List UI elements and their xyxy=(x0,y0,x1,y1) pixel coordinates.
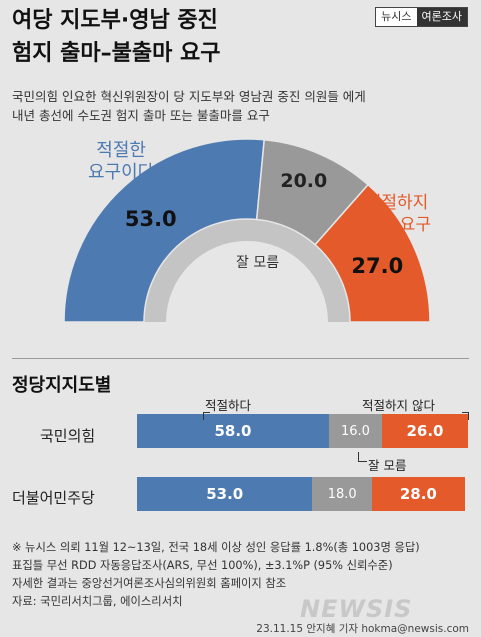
credit-line: 23.11.15 안지혜 기자 hokma@newsis.com xyxy=(256,623,469,635)
bar-dpk-neutral: 18.0 xyxy=(312,477,372,511)
bar-ppp-appropriate: 58.0 xyxy=(137,414,329,448)
intro-line-1: 국민의힘 인요한 혁신위원장이 당 지도부와 영남권 중진 의원들 에게 xyxy=(12,89,366,104)
legend-appropriate: 적절하다 xyxy=(205,398,252,413)
arc-shadow xyxy=(143,218,351,322)
bar-ppp-inappropriate-value: 26.0 xyxy=(406,422,444,440)
row-label-dpk: 더불어민주당 xyxy=(12,489,95,507)
bar-dpk-inappropriate-value: 28.0 xyxy=(399,485,437,503)
legend-appropriate-tick xyxy=(203,412,210,420)
legend-inappropriate: 적절하지 않다 xyxy=(362,398,435,413)
brand-part-1: 뉴시스 xyxy=(376,8,417,26)
slice-appropriate xyxy=(63,138,266,323)
slice-appropriate-value: 53.0 xyxy=(125,207,177,231)
bar-ppp-inappropriate: 26.0 xyxy=(381,414,468,448)
title-line-2: 험지 출마–불출마 요구 xyxy=(12,41,221,66)
legend-inappropriate-tick xyxy=(462,412,469,420)
legend-neutral-tick xyxy=(358,452,367,462)
section-divider xyxy=(12,358,469,359)
slice-inappropriate xyxy=(314,183,431,323)
bar-dpk-appropriate-value: 53.0 xyxy=(206,485,244,503)
brand-badge: 뉴시스 여론조사 xyxy=(375,7,468,27)
intro-line-2: 내년 총선에 수도권 험지 출마 또는 불출마를 요구 xyxy=(12,108,270,123)
row-label-ppp: 국민의힘 xyxy=(40,427,96,445)
newsis-logo: NEWSIS xyxy=(300,595,413,623)
bar-ppp-neutral: 16.0 xyxy=(328,414,382,448)
donut-slices: 53.0 20.0 27.0 xyxy=(63,138,431,323)
intro-text: 국민의힘 인요한 혁신위원장이 당 지도부와 영남권 중진 의원들 에게 내년 … xyxy=(12,87,472,125)
footer-line-2: 표집틀 무선 RDD 자동응답조사(ARS, 무선 100%), ±3.1%P … xyxy=(12,559,393,572)
footer-notes: ※ 뉴시스 의뢰 11월 12~13일, 전국 18세 이상 성인 응답률 1.… xyxy=(12,539,472,611)
bar-dpk-neutral-value: 18.0 xyxy=(327,486,357,502)
bar-dpk-inappropriate: 28.0 xyxy=(372,477,465,511)
footer-line-3: 자세한 결과는 중앙선거여론조사심의위원회 홈페이지 참조 xyxy=(12,577,287,590)
label-inappropriate-line-2: 못한 요구 xyxy=(363,215,431,235)
page-title: 여당 지도부·영남 중진 험지 출마–불출마 요구 xyxy=(12,4,372,70)
footer-line-1: ※ 뉴시스 의뢰 11월 12~13일, 전국 18세 이상 성인 응답률 1.… xyxy=(12,541,420,554)
bar-ppp-neutral-value: 16.0 xyxy=(340,423,370,439)
label-appropriate: 적절한 요구이다 xyxy=(88,140,154,184)
bar-ppp-appropriate-value: 58.0 xyxy=(214,422,252,440)
label-neutral: 잘 모름 xyxy=(236,255,280,271)
label-inappropriate-line-1: 적절하지 xyxy=(365,193,429,213)
label-appropriate-line-1: 적절한 xyxy=(96,140,146,161)
section-title: 정당지지도별 xyxy=(12,375,112,396)
label-appropriate-line-2: 요구이다 xyxy=(88,162,155,183)
label-inappropriate: 적절하지 못한 요구 xyxy=(363,192,431,236)
title-line-1: 여당 지도부·영남 중진 xyxy=(12,8,218,33)
bar-dpk-appropriate: 53.0 xyxy=(137,477,313,511)
footer-line-4: 자료: 국민리서치그룹, 에이스리서치 xyxy=(12,595,183,608)
brand-part-2: 여론조사 xyxy=(416,8,467,26)
slice-inappropriate-value: 27.0 xyxy=(351,254,403,278)
slice-neutral-value: 20.0 xyxy=(280,170,327,192)
legend-neutral: 잘 모름 xyxy=(368,458,407,473)
